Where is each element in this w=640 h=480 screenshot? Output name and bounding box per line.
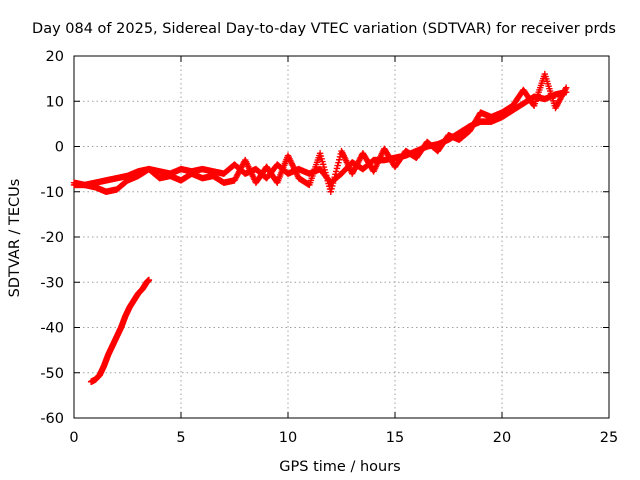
y-axis: -60 -50 -40 -30 -20 -10 0 10 20 [40,49,609,427]
y-tick-label: -30 [40,275,64,291]
y-tick-label: 10 [46,94,64,110]
data-series [70,70,570,385]
data-point [333,165,341,172]
y-tick-label: -50 [40,366,64,382]
x-tick-label: 10 [279,430,297,446]
data-point [329,182,336,190]
x-tick-label: 0 [69,430,78,446]
y-tick-label: 20 [46,49,64,65]
x-axis-title: GPS time / hours [279,459,400,475]
data-point [327,188,334,195]
y-axis-title: SDTVAR / TECUs [7,179,23,298]
data-point [330,176,338,184]
data-point [336,156,343,163]
data-point [335,159,342,166]
data-point [145,276,153,284]
y-tick-label: -10 [40,185,64,201]
x-tick-label: 5 [176,430,185,446]
data-point [329,179,337,187]
x-axis: 0 5 10 15 20 25 [69,56,618,446]
series-secondary-track [70,70,570,195]
data-point [334,162,341,169]
y-tick-label: -20 [40,230,64,246]
y-tick-label: 0 [55,140,64,156]
chart-title: Day 084 of 2025, Sidereal Day-to-day VTE… [32,21,616,37]
x-tick-label: 20 [493,430,511,446]
data-point [332,168,340,175]
data-point [332,171,339,178]
series-low-segment [87,276,153,385]
data-point [331,174,338,181]
y-tick-label: -60 [40,411,64,427]
y-tick-label: -40 [40,321,64,337]
grid [74,56,609,418]
data-point [563,84,570,91]
x-tick-label: 15 [386,430,404,446]
data-point [328,185,335,193]
x-tick-label: 25 [600,430,618,446]
